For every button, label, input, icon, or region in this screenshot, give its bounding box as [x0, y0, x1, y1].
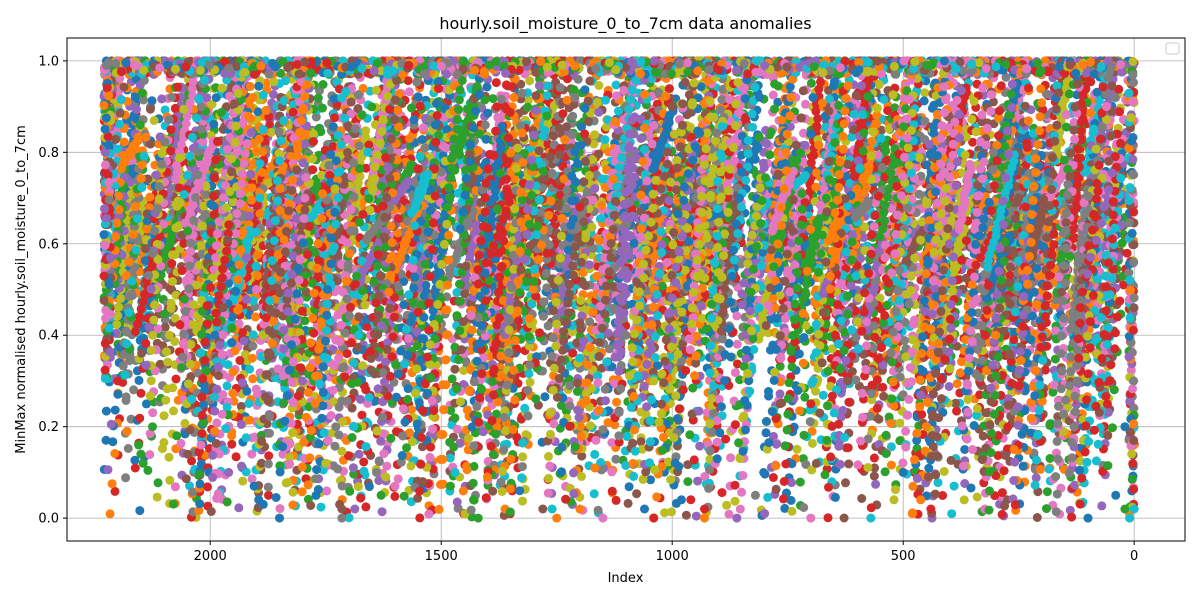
data-point: [835, 459, 845, 469]
data-point: [254, 81, 264, 91]
data-point: [135, 506, 145, 516]
data-point: [857, 494, 867, 503]
data-point: [543, 321, 553, 331]
data-point: [636, 437, 646, 447]
data-point: [972, 492, 982, 502]
scatter-points: [99, 56, 1139, 523]
data-point: [123, 444, 133, 453]
data-point: [107, 479, 117, 489]
data-point: [878, 382, 888, 392]
data-point: [318, 103, 327, 113]
data-point: [242, 386, 252, 396]
data-point: [818, 390, 828, 400]
data-point: [354, 449, 364, 459]
data-point: [141, 399, 151, 409]
data-point: [121, 473, 131, 483]
data-point: [660, 508, 670, 518]
data-point: [830, 492, 840, 502]
data-point: [732, 339, 742, 349]
data-point: [735, 375, 745, 385]
data-point: [105, 509, 115, 519]
data-point: [356, 394, 365, 404]
data-point: [686, 495, 696, 505]
data-point: [318, 80, 328, 89]
data-point: [722, 500, 732, 510]
data-point: [874, 414, 884, 424]
data-point: [795, 477, 805, 487]
data-point: [947, 509, 957, 519]
data-point: [799, 503, 809, 512]
data-point: [730, 368, 740, 378]
chart-title: hourly.soil_moisture_0_to_7cm data anoma…: [439, 14, 811, 34]
data-point: [110, 449, 120, 458]
data-point: [632, 489, 642, 499]
data-point: [612, 397, 621, 407]
data-point: [110, 486, 120, 496]
data-point: [350, 504, 360, 514]
data-point: [251, 384, 261, 394]
data-point: [1032, 513, 1042, 522]
data-point: [458, 486, 468, 496]
data-point: [805, 417, 815, 427]
data-point: [869, 471, 879, 481]
data-point: [667, 507, 676, 517]
data-point: [364, 482, 374, 492]
data-point: [920, 88, 930, 98]
data-point: [799, 430, 809, 440]
data-point: [611, 80, 621, 90]
data-point: [361, 502, 371, 512]
data-point: [844, 459, 854, 469]
data-point: [724, 509, 734, 519]
data-point: [732, 311, 742, 321]
data-point: [949, 481, 959, 491]
data-point: [726, 453, 736, 463]
